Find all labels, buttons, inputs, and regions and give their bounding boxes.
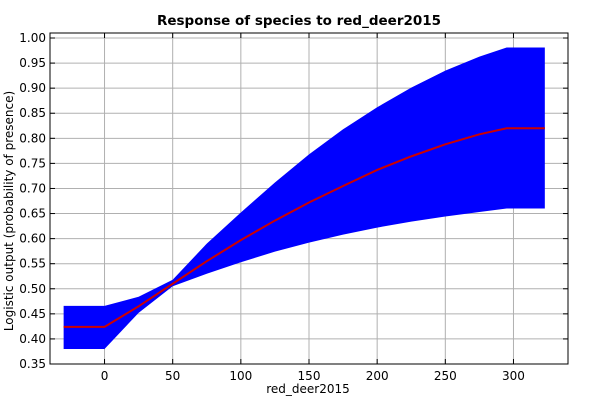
y-tick-label: 1.00	[19, 31, 46, 45]
y-tick-label: 0.60	[19, 232, 46, 246]
x-axis-ticks: 0 50 100 150 200 250 300	[101, 33, 525, 383]
y-tick-label: 0.35	[19, 357, 46, 371]
y-tick-label: 0.85	[19, 106, 46, 120]
y-tick-label: 0.40	[19, 332, 46, 346]
x-tick-label: 200	[366, 369, 389, 383]
y-tick-label: 0.70	[19, 181, 46, 195]
x-tick-label: 100	[229, 369, 252, 383]
y-tick-label: 0.50	[19, 282, 46, 296]
x-tick-label: 0	[101, 369, 109, 383]
x-tick-label: 250	[434, 369, 457, 383]
y-tick-label: 0.65	[19, 207, 46, 221]
x-tick-label: 300	[502, 369, 525, 383]
y-tick-label: 0.95	[19, 56, 46, 70]
y-tick-label: 0.80	[19, 131, 46, 145]
confidence-band	[63, 47, 545, 349]
y-tick-label: 0.75	[19, 156, 46, 170]
y-tick-label: 0.90	[19, 81, 46, 95]
x-axis-label: red_deer2015	[266, 382, 350, 396]
mean-response-line	[63, 127, 545, 328]
chart-title: Response of species to red_deer2015	[157, 13, 441, 29]
x-tick-label: 150	[298, 369, 321, 383]
x-tick-label: 50	[165, 369, 180, 383]
y-tick-label: 0.45	[19, 307, 46, 321]
confidence-band-layer	[63, 47, 545, 349]
y-axis-label: Logistic output (probability of presence…	[2, 91, 16, 331]
mean-line-layer	[63, 127, 545, 328]
y-axis-ticks: 0.35 0.40 0.45 0.50 0.55 0.60 0.65 0.70 0.75 0.80…	[19, 31, 568, 371]
y-tick-label: 0.55	[19, 257, 46, 271]
